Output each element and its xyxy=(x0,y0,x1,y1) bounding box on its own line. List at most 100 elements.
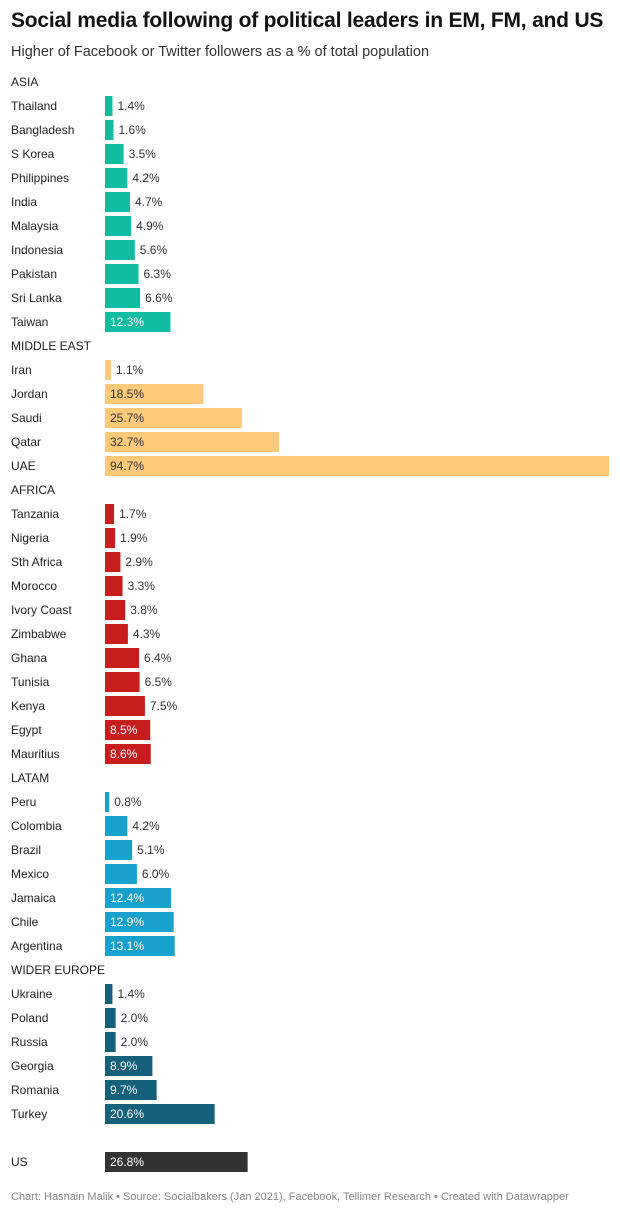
bar-tanzania xyxy=(105,504,115,524)
value-label-thailand: 1.4% xyxy=(117,99,145,113)
value-label-philippines: 4.2% xyxy=(132,171,160,185)
category-label-ukraine: Ukraine xyxy=(11,987,53,1001)
bar-brazil xyxy=(105,840,133,860)
value-label-jordan: 18.5% xyxy=(110,387,144,401)
value-label-tunisia: 6.5% xyxy=(145,675,173,689)
bar-malaysia xyxy=(105,216,132,236)
bar-pakistan xyxy=(105,264,139,284)
chart-title: Social media following of political lead… xyxy=(11,9,604,32)
bar-jamaica xyxy=(105,888,171,908)
value-label-tanzania: 1.7% xyxy=(119,507,147,521)
category-label-mexico: Mexico xyxy=(11,867,49,881)
group-header-asia: ASIA xyxy=(11,75,38,89)
category-label-turkey: Turkey xyxy=(11,1107,47,1121)
value-label-sri-lanka: 6.6% xyxy=(145,291,173,305)
group-header-middle-east: MIDDLE EAST xyxy=(11,339,92,353)
category-label-ivory-coast: Ivory Coast xyxy=(11,603,72,617)
bar-philippines xyxy=(105,168,128,188)
bar-saudi xyxy=(105,408,242,428)
bar-ghana xyxy=(105,648,140,668)
category-label-ghana: Ghana xyxy=(11,651,47,665)
value-label-mauritius: 8.6% xyxy=(110,747,138,761)
bar-thailand xyxy=(105,96,113,116)
chart-subtitle: Higher of Facebook or Twitter followers … xyxy=(11,44,430,60)
bar-turkey xyxy=(105,1104,215,1124)
bar-colombia xyxy=(105,816,128,836)
bar-s-korea xyxy=(105,144,124,164)
value-label-nigeria: 1.9% xyxy=(120,531,148,545)
category-label-saudi: Saudi xyxy=(11,411,42,425)
bar-uae xyxy=(105,456,609,476)
bar-sth-africa xyxy=(105,552,121,572)
bar-russia xyxy=(105,1032,116,1052)
category-label-jamaica: Jamaica xyxy=(11,891,56,905)
category-label-iran: Iran xyxy=(11,363,32,377)
category-label-jordan: Jordan xyxy=(11,387,48,401)
value-label-uae: 94.7% xyxy=(110,459,144,473)
bar-peru xyxy=(105,792,110,812)
value-label-iran: 1.1% xyxy=(116,363,144,377)
bar-us xyxy=(105,1152,248,1172)
bar-india xyxy=(105,192,131,212)
bar-chile xyxy=(105,912,174,932)
value-label-chile: 12.9% xyxy=(110,915,144,929)
value-label-turkey: 20.6% xyxy=(110,1107,144,1121)
bar-taiwan xyxy=(105,312,171,332)
category-label-russia: Russia xyxy=(11,1035,48,1049)
value-label-zimbabwe: 4.3% xyxy=(133,627,161,641)
category-label-georgia: Georgia xyxy=(11,1059,54,1073)
category-label-philippines: Philippines xyxy=(11,171,69,185)
category-label-argentina: Argentina xyxy=(11,939,63,953)
value-label-ukraine: 1.4% xyxy=(117,987,145,1001)
bar-egypt xyxy=(105,720,151,740)
value-label-ghana: 6.4% xyxy=(144,651,172,665)
category-label-egypt: Egypt xyxy=(11,723,42,737)
value-label-ivory-coast: 3.8% xyxy=(130,603,158,617)
group-header-africa: AFRICA xyxy=(11,483,55,497)
bar-mauritius xyxy=(105,744,151,764)
category-label-thailand: Thailand xyxy=(11,99,57,113)
group-header-latam: LATAM xyxy=(11,771,49,785)
value-label-colombia: 4.2% xyxy=(132,819,160,833)
category-label-colombia: Colombia xyxy=(11,819,62,833)
chart-footer: Chart: Hasnain Malik • Source: Socialbak… xyxy=(11,1191,569,1203)
category-label-zimbabwe: Zimbabwe xyxy=(11,627,67,641)
value-label-mexico: 6.0% xyxy=(142,867,170,881)
category-label-qatar: Qatar xyxy=(11,435,41,449)
value-label-bangladesh: 1.6% xyxy=(119,123,147,137)
bar-ivory-coast xyxy=(105,600,126,620)
category-label-tunisia: Tunisia xyxy=(11,675,50,689)
bar-tunisia xyxy=(105,672,140,692)
group-header-wider-europe: WIDER EUROPE xyxy=(11,963,105,977)
category-label-nigeria: Nigeria xyxy=(11,531,49,545)
bar-zimbabwe xyxy=(105,624,128,644)
value-label-s-korea: 3.5% xyxy=(129,147,157,161)
bar-kenya xyxy=(105,696,145,716)
category-label-kenya: Kenya xyxy=(11,699,45,713)
bar-bangladesh xyxy=(105,120,114,140)
bar-sri-lanka xyxy=(105,288,141,308)
bar-morocco xyxy=(105,576,123,596)
bar-indonesia xyxy=(105,240,135,260)
value-label-kenya: 7.5% xyxy=(150,699,178,713)
value-label-malaysia: 4.9% xyxy=(136,219,164,233)
category-label-pakistan: Pakistan xyxy=(11,267,57,281)
bar-jordan xyxy=(105,384,204,404)
value-label-jamaica: 12.4% xyxy=(110,891,144,905)
category-label-sri-lanka: Sri Lanka xyxy=(11,291,62,305)
value-label-brazil: 5.1% xyxy=(137,843,165,857)
category-label-brazil: Brazil xyxy=(11,843,41,857)
category-label-us: US xyxy=(11,1155,28,1169)
bar-mexico xyxy=(105,864,137,884)
category-label-peru: Peru xyxy=(11,795,36,809)
value-label-us: 26.8% xyxy=(110,1155,144,1169)
value-label-argentina: 13.1% xyxy=(110,939,144,953)
category-label-s-korea: S Korea xyxy=(11,147,55,161)
value-label-romania: 9.7% xyxy=(110,1083,138,1097)
category-label-chile: Chile xyxy=(11,915,39,929)
category-label-malaysia: Malaysia xyxy=(11,219,59,233)
bar-chart: ASIA Thailand 1.4% Bangladesh 1.6% S Korea 3.5… xyxy=(11,75,609,1172)
value-label-pakistan: 6.3% xyxy=(144,267,172,281)
category-label-poland: Poland xyxy=(11,1011,48,1025)
value-label-morocco: 3.3% xyxy=(128,579,156,593)
